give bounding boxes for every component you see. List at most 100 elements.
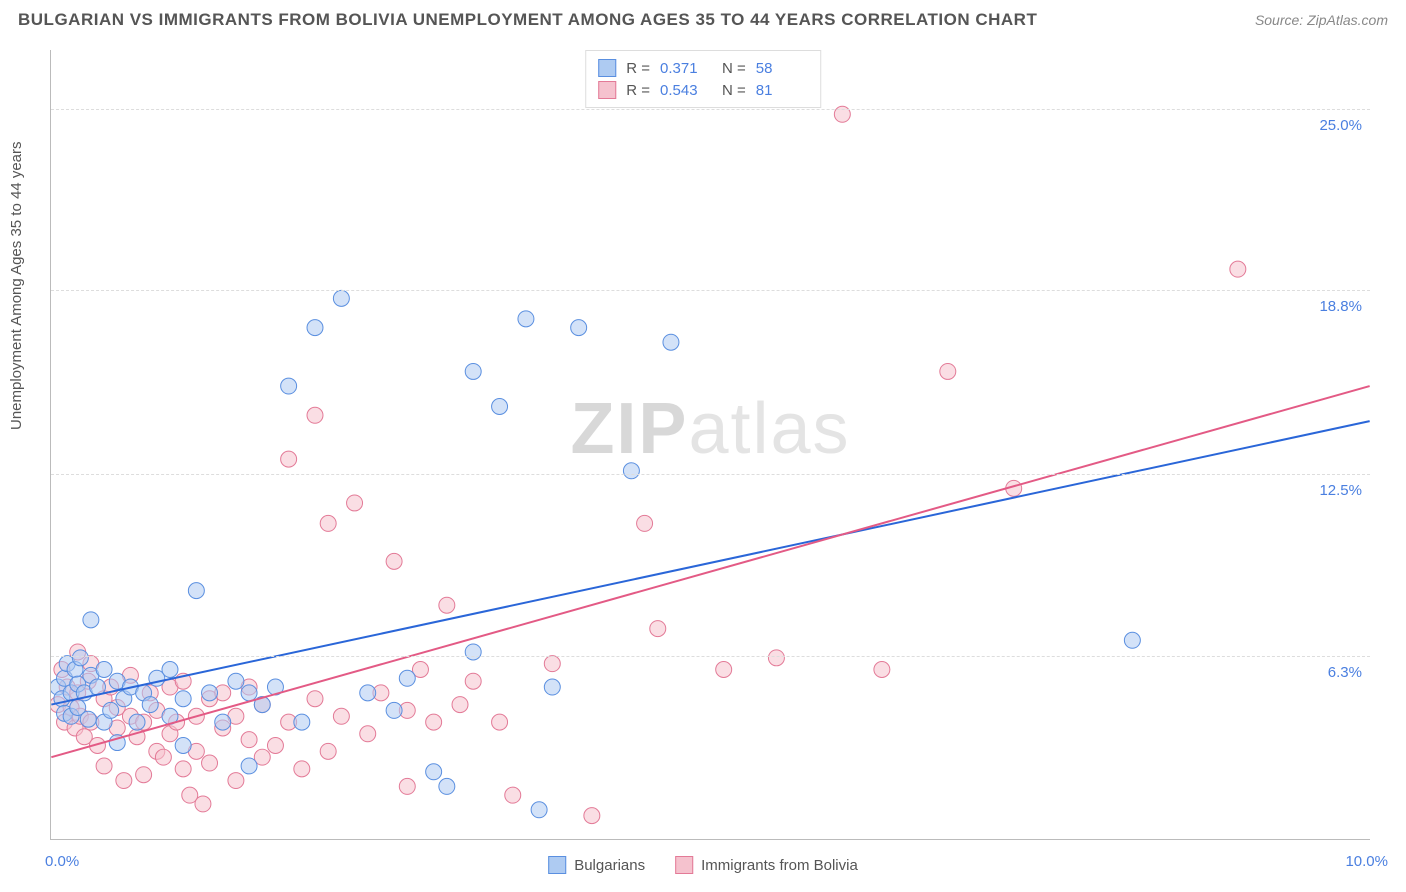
legend-n-value: 81 (756, 82, 808, 99)
scatter-point (307, 407, 323, 423)
y-axis-tick: 12.5% (1302, 482, 1362, 499)
scatter-point (267, 737, 283, 753)
legend-n-label: N = (722, 60, 746, 77)
scatter-point (320, 743, 336, 759)
chart-title: BULGARIAN VS IMMIGRANTS FROM BOLIVIA UNE… (18, 10, 1037, 30)
gridline-h (51, 656, 1370, 657)
legend-row: R = 0.543 N = 81 (598, 79, 808, 101)
scatter-point (544, 656, 560, 672)
scatter-point (195, 796, 211, 812)
chart-container: BULGARIAN VS IMMIGRANTS FROM BOLIVIA UNE… (0, 0, 1406, 892)
scatter-point (320, 515, 336, 531)
scatter-point (347, 495, 363, 511)
legend-swatch (675, 856, 693, 874)
scatter-point (465, 673, 481, 689)
legend-row: R = 0.371 N = 58 (598, 57, 808, 79)
scatter-point (228, 673, 244, 689)
scatter-point (215, 714, 231, 730)
scatter-point (571, 320, 587, 336)
trend-line (51, 421, 1369, 704)
scatter-point (1124, 632, 1140, 648)
scatter-point (360, 726, 376, 742)
scatter-point (492, 714, 508, 730)
y-axis-tick: 6.3% (1302, 664, 1362, 681)
scatter-point (439, 597, 455, 613)
scatter-point (129, 714, 145, 730)
scatter-point (155, 749, 171, 765)
legend-r-value: 0.543 (660, 82, 712, 99)
scatter-point (136, 767, 152, 783)
scatter-point (96, 758, 112, 774)
legend-n-label: N = (722, 82, 746, 99)
scatter-point (716, 662, 732, 678)
scatter-svg (51, 50, 1370, 839)
series-legend-item: Immigrants from Bolivia (675, 856, 858, 874)
y-axis-tick: 25.0% (1302, 117, 1362, 134)
legend-swatch (598, 59, 616, 77)
x-axis-tick-min: 0.0% (45, 853, 79, 870)
scatter-point (426, 764, 442, 780)
scatter-point (241, 758, 257, 774)
scatter-point (637, 515, 653, 531)
scatter-point (281, 451, 297, 467)
series-legend-label: Immigrants from Bolivia (701, 857, 858, 874)
trend-line (51, 386, 1369, 757)
scatter-point (399, 670, 415, 686)
scatter-point (175, 761, 191, 777)
scatter-point (294, 714, 310, 730)
scatter-point (874, 662, 890, 678)
scatter-point (452, 697, 468, 713)
scatter-point (650, 621, 666, 637)
scatter-point (584, 808, 600, 824)
scatter-point (241, 732, 257, 748)
correlation-legend: R = 0.371 N = 58 R = 0.543 N = 81 (585, 50, 821, 108)
scatter-point (518, 311, 534, 327)
gridline-h (51, 109, 1370, 110)
scatter-point (175, 737, 191, 753)
scatter-point (426, 714, 442, 730)
scatter-point (544, 679, 560, 695)
y-axis-label: Unemployment Among Ages 35 to 44 years (8, 141, 25, 430)
scatter-point (386, 553, 402, 569)
gridline-h (51, 290, 1370, 291)
legend-r-label: R = (626, 60, 650, 77)
scatter-point (768, 650, 784, 666)
scatter-point (531, 802, 547, 818)
x-axis-tick-max: 10.0% (1345, 853, 1388, 870)
series-legend: Bulgarians Immigrants from Bolivia (548, 856, 858, 874)
scatter-point (386, 702, 402, 718)
scatter-point (142, 697, 158, 713)
legend-r-label: R = (626, 82, 650, 99)
scatter-point (307, 691, 323, 707)
legend-n-value: 58 (756, 60, 808, 77)
scatter-point (399, 778, 415, 794)
scatter-point (1230, 261, 1246, 277)
scatter-point (505, 787, 521, 803)
scatter-point (333, 290, 349, 306)
series-legend-label: Bulgarians (574, 857, 645, 874)
scatter-point (228, 773, 244, 789)
scatter-point (940, 363, 956, 379)
scatter-point (307, 320, 323, 336)
scatter-point (96, 662, 112, 678)
scatter-point (80, 711, 96, 727)
scatter-point (294, 761, 310, 777)
scatter-point (465, 363, 481, 379)
source-attribution: Source: ZipAtlas.com (1255, 12, 1388, 28)
scatter-point (241, 685, 257, 701)
scatter-point (623, 463, 639, 479)
scatter-point (439, 778, 455, 794)
y-axis-tick: 18.8% (1302, 298, 1362, 315)
scatter-point (360, 685, 376, 701)
plot-area: ZIPatlas 6.3%12.5%18.8%25.0% (50, 50, 1370, 840)
scatter-point (202, 755, 218, 771)
scatter-point (281, 378, 297, 394)
scatter-point (162, 662, 178, 678)
scatter-point (333, 708, 349, 724)
scatter-point (116, 773, 132, 789)
legend-swatch (598, 81, 616, 99)
scatter-point (103, 702, 119, 718)
legend-r-value: 0.371 (660, 60, 712, 77)
scatter-point (202, 685, 218, 701)
series-legend-item: Bulgarians (548, 856, 645, 874)
